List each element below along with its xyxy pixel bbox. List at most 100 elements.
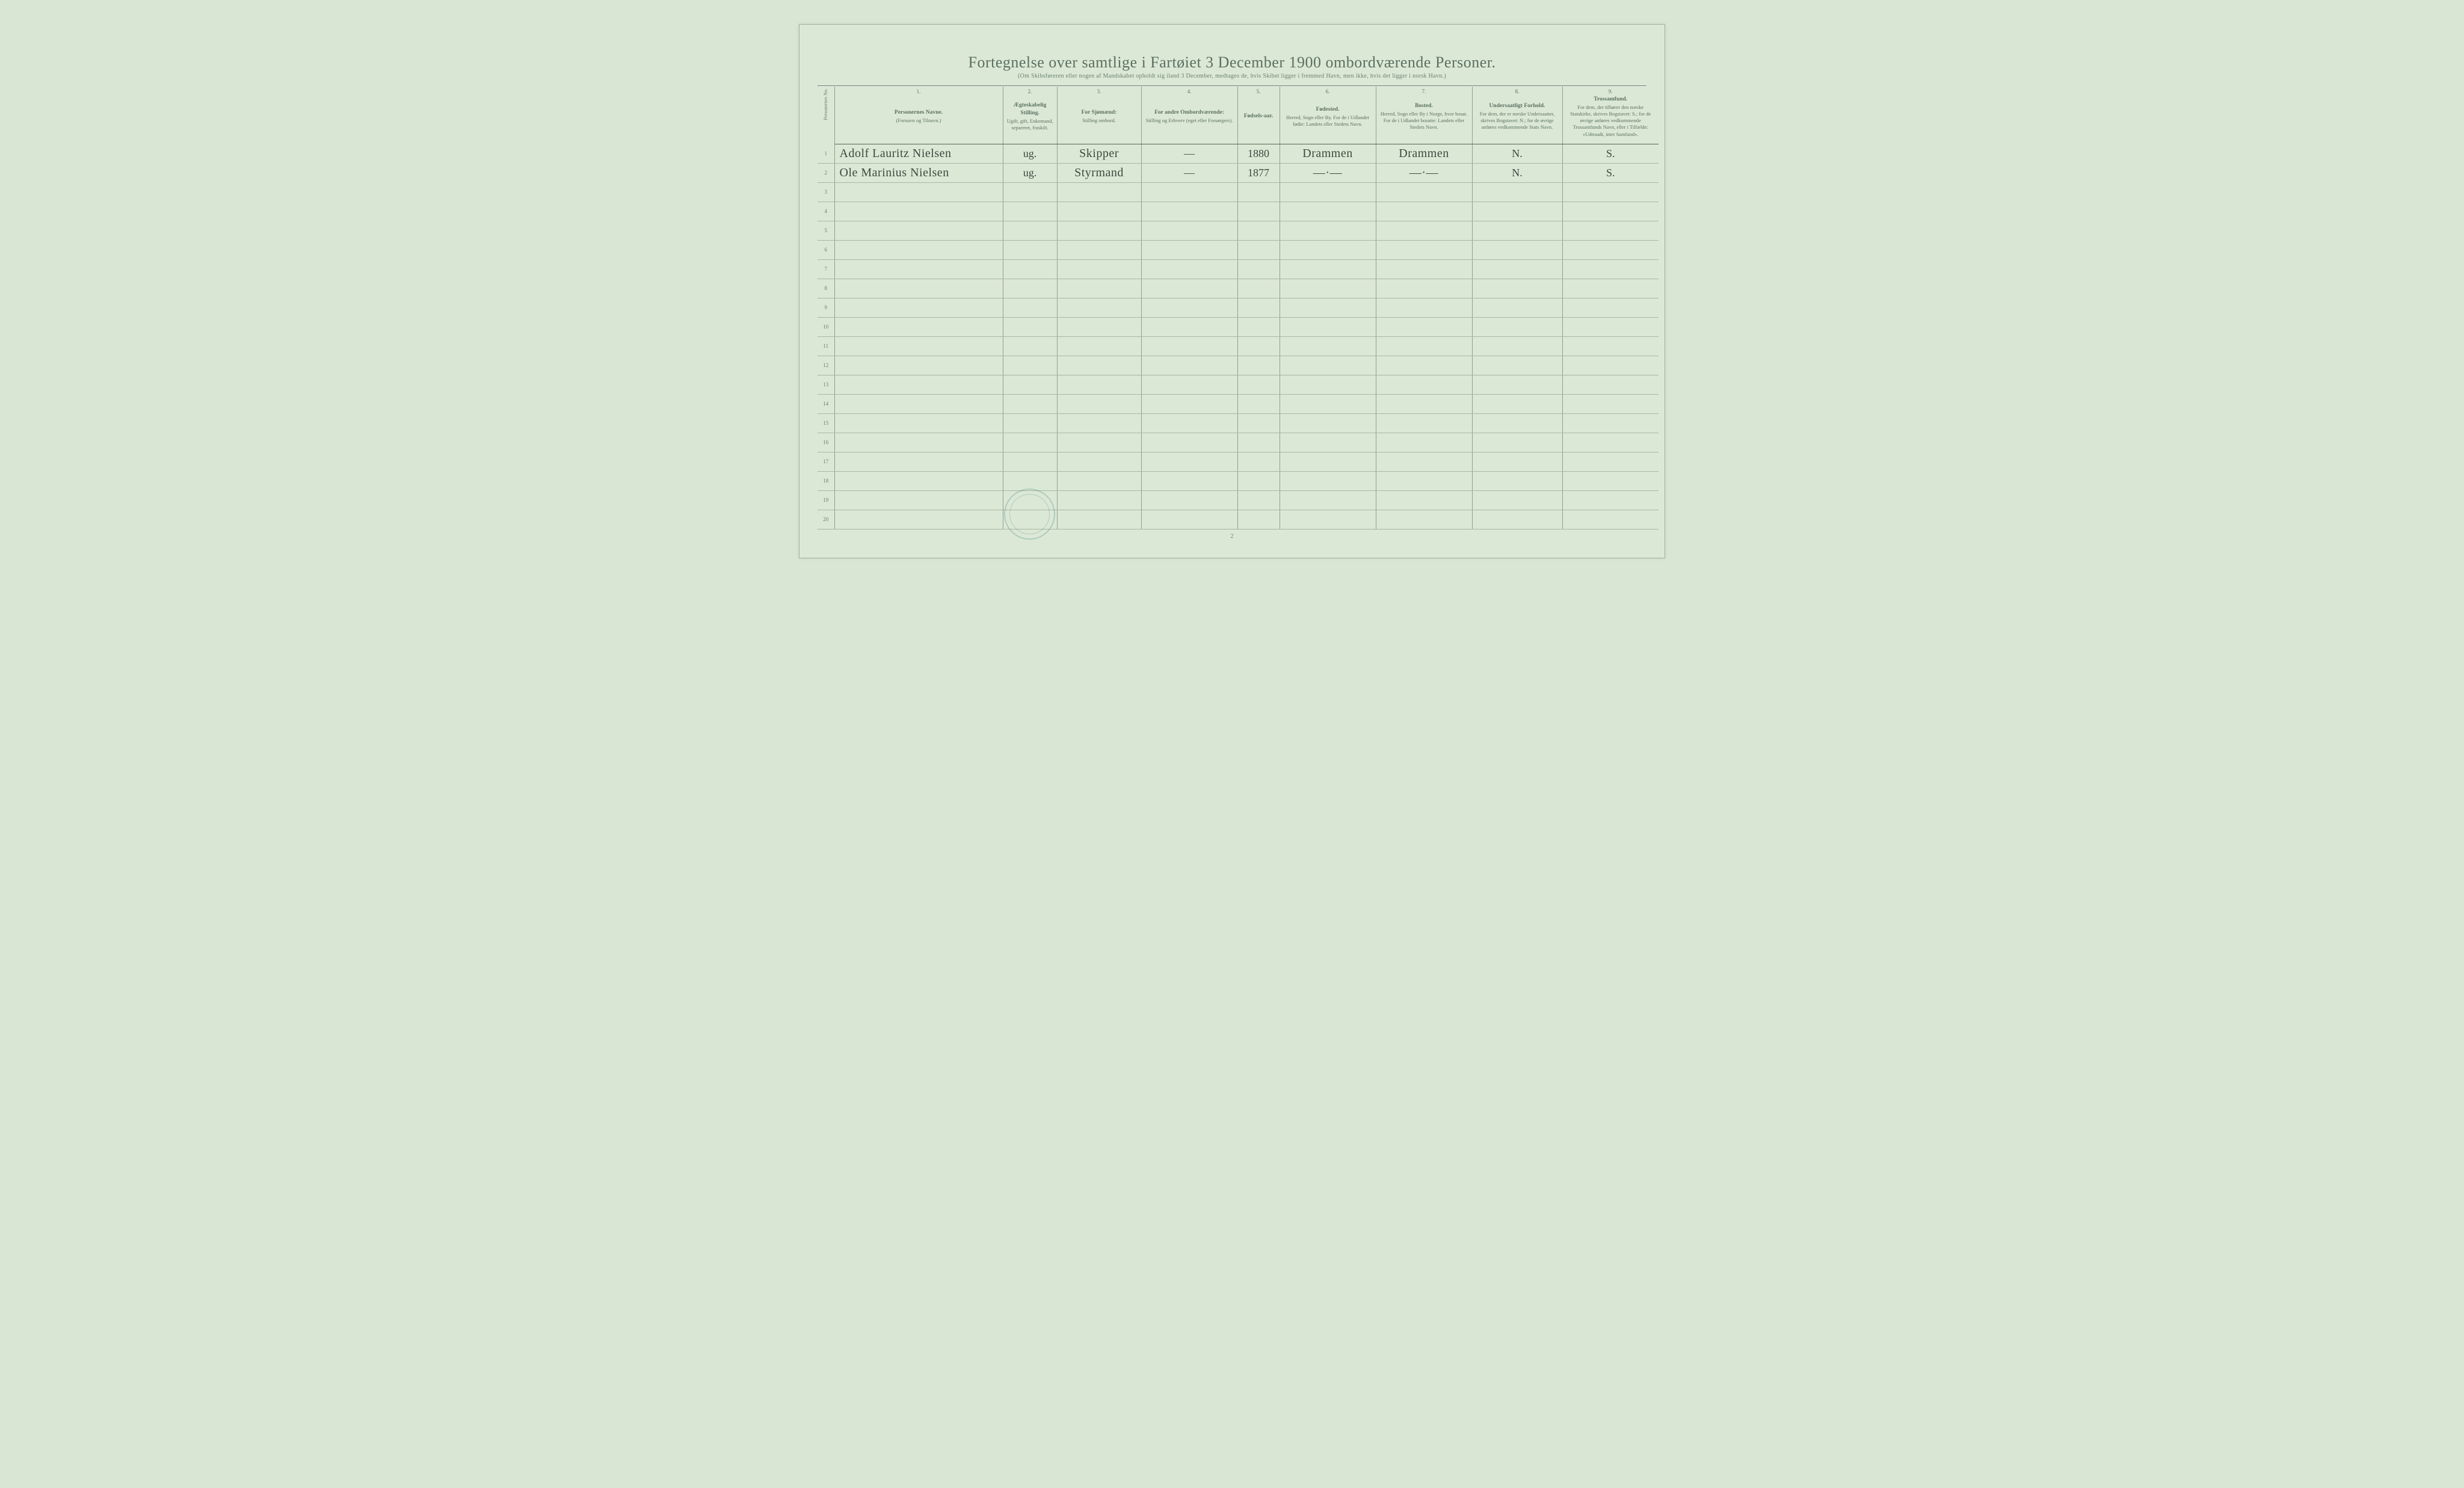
handwritten-value: Adolf Lauritz Nielsen <box>840 147 952 160</box>
cell <box>1376 375 1472 394</box>
cell <box>1141 433 1237 452</box>
cell <box>1472 221 1562 240</box>
cell <box>1003 394 1057 413</box>
cell <box>1280 279 1376 298</box>
cell <box>1376 202 1472 221</box>
cell <box>1376 356 1472 375</box>
handwritten-value: ug. <box>1023 167 1037 179</box>
cell <box>834 510 1003 529</box>
cell <box>1280 240 1376 259</box>
cell <box>1472 182 1562 202</box>
table-row: 5 <box>818 221 1659 240</box>
cell <box>1376 298 1472 317</box>
cell <box>1057 298 1141 317</box>
cell <box>1003 317 1057 336</box>
cell <box>1237 221 1280 240</box>
cell <box>1280 375 1376 394</box>
cell <box>1003 413 1057 433</box>
cell <box>1057 182 1141 202</box>
cell <box>834 259 1003 279</box>
cell: 1880 <box>1237 144 1280 163</box>
table-row: 13 <box>818 375 1659 394</box>
col-head-religion: Trossamfund.For dem, der tilhører den no… <box>1562 94 1659 144</box>
cell <box>834 336 1003 356</box>
cell <box>1057 221 1141 240</box>
handwritten-value: Drammen <box>1399 147 1449 160</box>
cell <box>1003 221 1057 240</box>
cell: 6 <box>818 240 834 259</box>
cell <box>1141 452 1237 471</box>
cell: 9 <box>818 298 834 317</box>
table-body: 1Adolf Lauritz Nielsenug.Skipper—1880Dra… <box>818 144 1659 529</box>
cell <box>1141 336 1237 356</box>
cell <box>1280 317 1376 336</box>
col-num-9: 9. <box>1562 87 1659 94</box>
cell <box>1003 279 1057 298</box>
handwritten-value: S. <box>1606 167 1615 179</box>
col-head-seamen: For Sjømænd:Stilling ombord. <box>1057 94 1141 144</box>
cell <box>1141 375 1237 394</box>
cell <box>1280 490 1376 510</box>
page-title: Fortegnelse over samtlige i Fartøiet 3 D… <box>818 54 1646 72</box>
handwritten-value: —·— <box>1313 166 1342 179</box>
cell <box>1280 182 1376 202</box>
table-row: 14 <box>818 394 1659 413</box>
cell <box>1141 298 1237 317</box>
col-head-year: Fødsels-aar. <box>1237 94 1280 144</box>
table-row: 17 <box>818 452 1659 471</box>
cell <box>1057 259 1141 279</box>
cell <box>1237 510 1280 529</box>
col-head-subject: Undersaatligt Forhold.For dem, der er no… <box>1472 94 1562 144</box>
cell <box>1562 240 1659 259</box>
cell: 3 <box>818 182 834 202</box>
cell <box>1472 375 1562 394</box>
cell <box>1562 182 1659 202</box>
table-row: 6 <box>818 240 1659 259</box>
cell: — <box>1141 144 1237 163</box>
cell <box>1376 317 1472 336</box>
cell <box>1562 375 1659 394</box>
handwritten-value: Ole Marinius Nielsen <box>840 166 949 179</box>
table-row: 9 <box>818 298 1659 317</box>
cell <box>1472 279 1562 298</box>
handwritten-value: Styrmand <box>1074 166 1124 179</box>
cell <box>1376 336 1472 356</box>
cell <box>1472 356 1562 375</box>
cell <box>1562 336 1659 356</box>
cell: S. <box>1562 144 1659 163</box>
cell <box>834 202 1003 221</box>
cell <box>1472 336 1562 356</box>
col-num-2: 2. <box>1003 87 1057 94</box>
cell: 13 <box>818 375 834 394</box>
cell <box>1237 471 1280 490</box>
handwritten-value: Drammen <box>1302 147 1352 160</box>
cell <box>1280 336 1376 356</box>
col-num-4: 4. <box>1141 87 1237 94</box>
handwritten-value: 1880 <box>1248 147 1269 159</box>
cell <box>834 221 1003 240</box>
cell <box>834 452 1003 471</box>
cell <box>1472 510 1562 529</box>
cell <box>1141 413 1237 433</box>
cell <box>1280 356 1376 375</box>
cell <box>834 317 1003 336</box>
cell <box>1562 259 1659 279</box>
cell <box>834 182 1003 202</box>
cell <box>1003 356 1057 375</box>
cell <box>1057 394 1141 413</box>
cell: 18 <box>818 471 834 490</box>
cell <box>1237 394 1280 413</box>
ledger-page: Fortegnelse over samtlige i Fartøiet 3 D… <box>799 24 1665 558</box>
cell <box>1280 471 1376 490</box>
cell <box>1237 375 1280 394</box>
cell <box>1280 510 1376 529</box>
cell: Styrmand <box>1057 163 1141 182</box>
cell <box>834 356 1003 375</box>
col-num-5: 5. <box>1237 87 1280 94</box>
cell <box>1141 240 1237 259</box>
cell <box>1237 490 1280 510</box>
cell <box>1057 202 1141 221</box>
cell <box>1141 202 1237 221</box>
col-head-name: Personernes Navne.(Fornavn og Tilnavn.) <box>834 94 1003 144</box>
cell <box>1237 433 1280 452</box>
